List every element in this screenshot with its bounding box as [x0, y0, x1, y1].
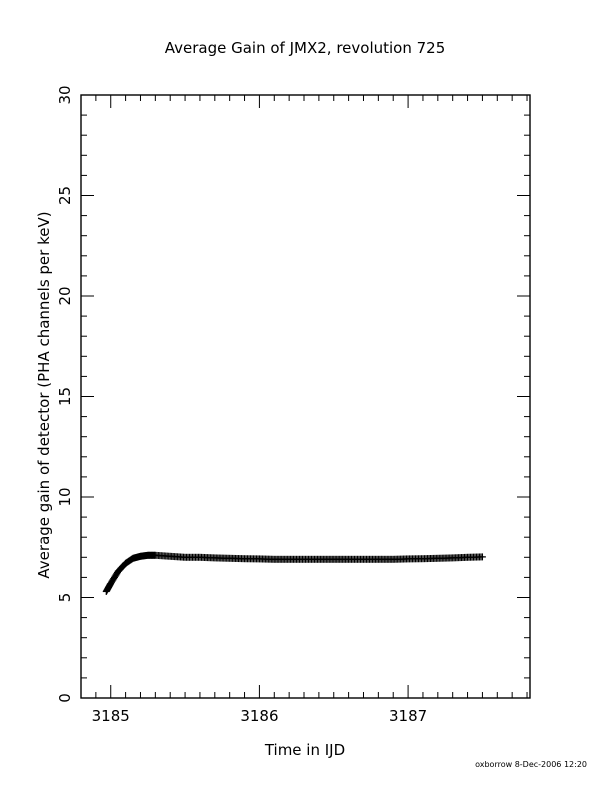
- y-tick-label: 15: [56, 387, 74, 406]
- plot-frame: [80, 94, 531, 699]
- chart-title: Average Gain of JMX2, revolution 725: [165, 39, 446, 57]
- y-tick-label: 10: [56, 487, 74, 506]
- y-tick-label: 25: [56, 186, 74, 205]
- data-points: [102, 551, 486, 595]
- y-tick-label: 0: [56, 693, 74, 703]
- y-tick-label: 20: [56, 286, 74, 305]
- y-tick-label: 5: [56, 593, 74, 603]
- x-axis-label: Time in IJD: [264, 741, 345, 759]
- y-axis-label: Average gain of detector (PHA channels p…: [35, 211, 53, 578]
- y-tick-labels: 0 5 10 15 20 25 30: [56, 85, 74, 702]
- axis-ticks: [80, 94, 530, 699]
- y-tick-label: 30: [56, 85, 74, 104]
- x-tick-label: 3185: [92, 707, 130, 725]
- data-point: [478, 553, 486, 561]
- x-tick-label: 3186: [240, 707, 278, 725]
- x-tick-label: 3187: [389, 707, 427, 725]
- footer-credit: oxborrow 8-Dec-2006 12:20: [475, 760, 587, 769]
- x-tick-labels: 3185 3186 3187: [92, 707, 428, 725]
